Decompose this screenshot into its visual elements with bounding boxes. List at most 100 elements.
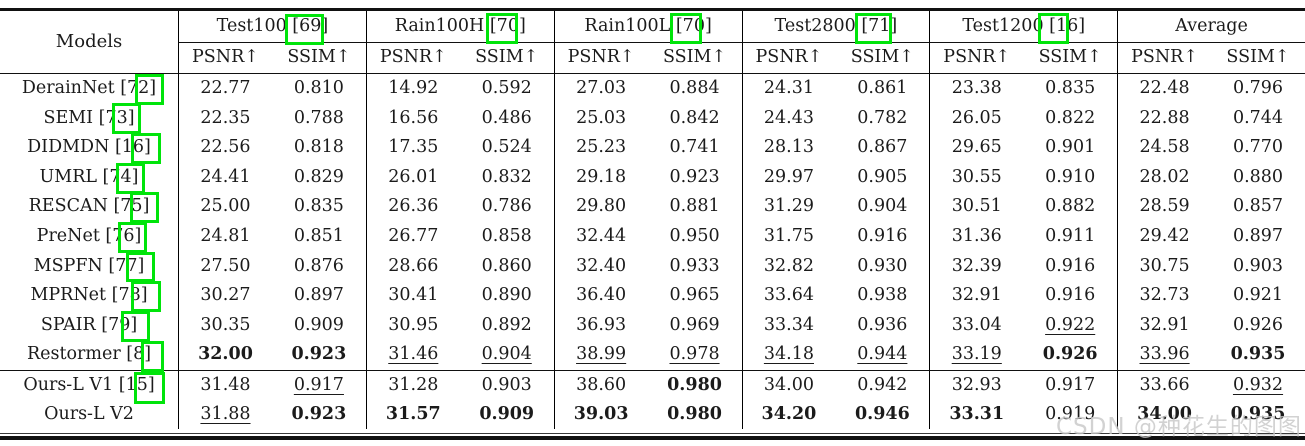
metric-value: 0.932 <box>1211 369 1305 400</box>
metric-value: 32.39 <box>929 251 1023 282</box>
metric-value: 0.897 <box>293 285 344 306</box>
metric-value: 0.867 <box>857 137 908 158</box>
metric-value: 0.926 <box>1232 314 1284 335</box>
metric-value: 31.75 <box>741 221 836 252</box>
metric-value: 0.486 <box>481 107 532 128</box>
metric-value: 23.38 <box>929 74 1023 104</box>
metric-header-psnr-average: PSNR↑ <box>1117 43 1212 74</box>
metric-value: 0.741 <box>669 137 720 158</box>
metric-value: 0.911 <box>1045 226 1096 247</box>
metric-header-psnr-test100: PSNR↑ <box>178 43 272 74</box>
metric-value: 0.903 <box>1232 255 1284 276</box>
model-name: SPAIR [79] <box>40 314 138 335</box>
metric-value: 0.916 <box>1045 285 1096 306</box>
metric-value: 0.904 <box>857 196 908 217</box>
metric-header-ssim-average: SSIM↑ <box>1211 43 1305 74</box>
metric-value: 0.919 <box>1045 403 1096 424</box>
metric-header-psnr-rain100l: PSNR↑ <box>553 43 648 74</box>
metric-value: 0.910 <box>1045 166 1096 187</box>
metric-value: 0.965 <box>669 285 720 306</box>
metric-header-ssim-rain100l: SSIM↑ <box>647 43 742 74</box>
metric-value: 0.904 <box>481 344 532 365</box>
metric-value: 0.861 <box>857 78 908 99</box>
metric-value: 27.03 <box>553 74 648 104</box>
table-row: PreNet [76] 24.81 0.851 26.77 0.858 32.44 0.95… <box>0 221 1305 252</box>
table-row: DerainNet [72] 22.77 0.810 14.92 0.592 27.03 0… <box>0 74 1305 104</box>
metric-value: 26.77 <box>365 221 460 252</box>
metric-value: 25.00 <box>178 192 272 222</box>
metric-value: 22.77 <box>178 74 272 104</box>
metric-value: 31.36 <box>929 221 1023 252</box>
metric-value: 0.810 <box>293 78 344 99</box>
metric-value: 30.27 <box>178 281 272 311</box>
metric-value: 0.936 <box>857 314 908 335</box>
dataset-header-average: Average <box>1117 11 1305 43</box>
metric-value: 0.946 <box>854 403 910 424</box>
metric-header-ssim-rain100h: SSIM↑ <box>459 43 554 74</box>
metric-value: 0.933 <box>669 255 720 276</box>
metric-value: 29.65 <box>929 133 1023 163</box>
metric-value: 0.944 <box>857 344 908 365</box>
metric-value: 31.28 <box>365 369 460 400</box>
metric-value: 33.66 <box>1117 369 1212 400</box>
metric-value: 0.938 <box>857 285 908 306</box>
metric-value: 32.73 <box>1117 281 1211 311</box>
models-column-header: Models <box>0 11 179 74</box>
metric-value: 0.923 <box>669 166 720 187</box>
metric-value: 32.82 <box>741 251 836 282</box>
metric-value: 0.903 <box>459 369 554 400</box>
metric-value: 33.04 <box>929 310 1023 341</box>
metric-value: 33.31 <box>929 399 1023 429</box>
metric-value: 31.29 <box>741 192 836 222</box>
metric-value: 0.923 <box>291 344 347 365</box>
metric-value: 33.96 <box>1117 340 1211 370</box>
metric-value: 32.91 <box>1117 310 1211 341</box>
metric-value: 39.03 <box>553 399 648 429</box>
metric-value: 0.978 <box>669 344 720 365</box>
metric-value: 17.35 <box>365 133 460 163</box>
metric-value: 0.884 <box>669 78 720 99</box>
metric-value: 0.822 <box>1045 107 1096 128</box>
metric-value: 14.92 <box>365 74 460 104</box>
metric-value: 0.835 <box>1045 78 1096 99</box>
metric-value: 24.58 <box>1117 133 1211 163</box>
metric-value: 32.40 <box>553 251 648 282</box>
metric-value: 32.91 <box>929 281 1023 311</box>
metric-value: 0.835 <box>293 196 344 217</box>
metric-value: 36.40 <box>553 281 648 311</box>
metric-value: 0.909 <box>293 314 344 335</box>
model-name: MSPFN [77] <box>33 255 145 276</box>
metric-value: 0.842 <box>669 107 720 128</box>
metric-value: 0.744 <box>1232 107 1284 128</box>
metric-value: 0.901 <box>1045 137 1096 158</box>
dataset-header-test100: Test100 [69] <box>178 11 366 43</box>
table-row: MPRNet [78] 30.27 0.897 30.41 0.890 36.40 0.96… <box>0 281 1305 311</box>
metric-value: 0.880 <box>1232 166 1284 187</box>
metric-value: 34.18 <box>741 340 836 370</box>
metric-value: 30.51 <box>929 192 1023 222</box>
model-name: Ours-L V2 <box>44 403 134 424</box>
table-row: MSPFN [77] 27.50 0.876 28.66 0.860 32.40 0.933… <box>0 251 1305 282</box>
metric-value: 34.20 <box>741 399 836 429</box>
metric-value: 0.892 <box>481 314 532 335</box>
metric-value: 33.64 <box>741 281 836 311</box>
model-name: Ours-L V1 [15] <box>0 369 179 400</box>
metric-value: 24.81 <box>178 221 272 252</box>
metric-value: 33.19 <box>929 340 1023 370</box>
metric-value: 24.43 <box>741 103 836 134</box>
metric-value: 26.01 <box>365 162 460 193</box>
metric-value: 22.56 <box>178 133 272 163</box>
metric-value: 0.796 <box>1232 78 1284 99</box>
model-name: MPRNet [78] <box>30 285 148 306</box>
model-name: RESCAN [75] <box>28 196 150 217</box>
model-name: UMRL [74] <box>39 166 139 187</box>
model-name: SEMI [73] <box>43 107 135 128</box>
metric-value: 36.93 <box>553 310 648 341</box>
metric-value: 30.55 <box>929 162 1023 193</box>
table-row: Ours-L V2 31.88 0.923 31.57 0.909 39.03 0.980 3… <box>0 399 1305 429</box>
metric-value: 0.917 <box>1023 369 1118 400</box>
metric-value: 16.56 <box>365 103 460 134</box>
metric-value: 25.23 <box>553 133 648 163</box>
metric-value: 30.95 <box>365 310 460 341</box>
metric-value: 0.890 <box>481 285 532 306</box>
